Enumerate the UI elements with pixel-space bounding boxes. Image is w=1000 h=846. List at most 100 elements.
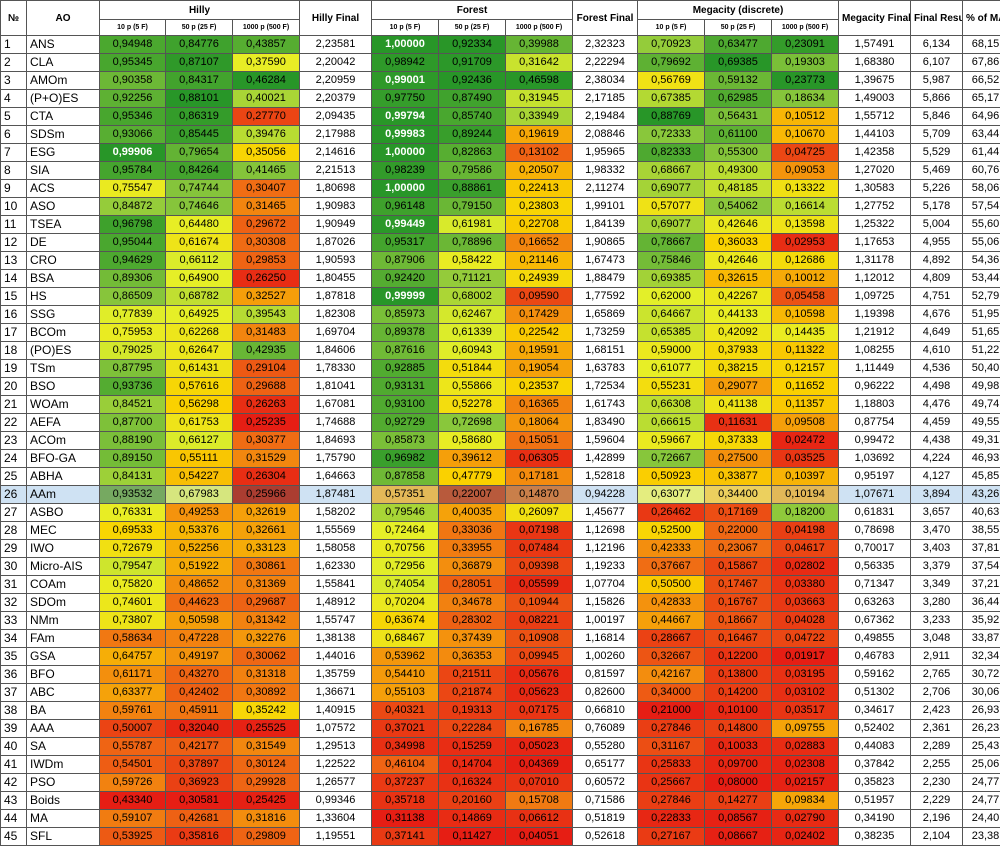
hilly-10-cell: 0,95346 (100, 108, 166, 126)
forest-final-cell: 1,19233 (573, 558, 638, 576)
algorithm-name-cell: SSG (27, 306, 100, 324)
pct-of-max-cell: 55,60 (963, 216, 1000, 234)
subheader-megacity-50: 50 p (25 F) (705, 20, 772, 36)
forest-1000-cell: 0,22542 (506, 324, 573, 342)
megacity-1000-cell: 0,12686 (772, 252, 839, 270)
hilly-50-cell: 0,51922 (166, 558, 233, 576)
megacity-1000-cell: 0,11322 (772, 342, 839, 360)
hilly-final-cell: 1,78330 (300, 360, 372, 378)
hilly-1000-cell: 0,31816 (233, 810, 300, 828)
forest-1000-cell: 0,15051 (506, 432, 573, 450)
megacity-10-cell: 0,69077 (638, 180, 705, 198)
forest-10-cell: 0,72464 (372, 522, 439, 540)
pct-of-max-cell: 61,44 (963, 144, 1000, 162)
hilly-50-cell: 0,49253 (166, 504, 233, 522)
hilly-1000-cell: 0,42935 (233, 342, 300, 360)
megacity-1000-cell: 0,05458 (772, 288, 839, 306)
megacity-10-cell: 0,82333 (638, 144, 705, 162)
pct-of-max-cell: 66,52 (963, 72, 1000, 90)
forest-50-cell: 0,15259 (439, 738, 506, 756)
hilly-1000-cell: 0,43857 (233, 36, 300, 54)
algorithm-name-cell: COAm (27, 576, 100, 594)
hilly-50-cell: 0,43270 (166, 666, 233, 684)
pct-of-max-cell: 51,22 (963, 342, 1000, 360)
algorithm-name-cell: MEC (27, 522, 100, 540)
forest-50-cell: 0,61339 (439, 324, 506, 342)
forest-1000-cell: 0,05623 (506, 684, 573, 702)
hilly-final-cell: 1,55747 (300, 612, 372, 630)
forest-50-cell: 0,37439 (439, 630, 506, 648)
forest-50-cell: 0,20160 (439, 792, 506, 810)
megacity-10-cell: 0,66615 (638, 414, 705, 432)
pct-of-max-cell: 45,85 (963, 468, 1000, 486)
pct-of-max-cell: 24,77 (963, 774, 1000, 792)
megacity-50-cell: 0,63477 (705, 36, 772, 54)
header-hilly: Hilly (100, 1, 300, 20)
final-result-cell: 4,649 (911, 324, 963, 342)
final-result-cell: 4,459 (911, 414, 963, 432)
header-megacity-final: Megacity Final (839, 1, 911, 36)
megacity-1000-cell: 0,02953 (772, 234, 839, 252)
algorithm-name-cell: SDSm (27, 126, 100, 144)
subheader-hilly-1000: 1000 p (500 F) (233, 20, 300, 36)
hilly-10-cell: 0,63377 (100, 684, 166, 702)
forest-50-cell: 0,55866 (439, 378, 506, 396)
megacity-final-cell: 0,59162 (839, 666, 911, 684)
hilly-1000-cell: 0,32661 (233, 522, 300, 540)
algorithm-name-cell: ABC (27, 684, 100, 702)
forest-final-cell: 1,59604 (573, 432, 638, 450)
hilly-10-cell: 0,79025 (100, 342, 166, 360)
row-number-cell: 37 (1, 684, 27, 702)
forest-50-cell: 0,22284 (439, 720, 506, 738)
pct-of-max-cell: 33,87 (963, 630, 1000, 648)
megacity-1000-cell: 0,11357 (772, 396, 839, 414)
row-number-cell: 35 (1, 648, 27, 666)
hilly-50-cell: 0,56298 (166, 396, 233, 414)
forest-10-cell: 0,95317 (372, 234, 439, 252)
final-result-cell: 2,230 (911, 774, 963, 792)
hilly-final-cell: 1,64663 (300, 468, 372, 486)
forest-10-cell: 0,54410 (372, 666, 439, 684)
hilly-10-cell: 0,84872 (100, 198, 166, 216)
megacity-50-cell: 0,15867 (705, 558, 772, 576)
pct-of-max-cell: 57,54 (963, 198, 1000, 216)
hilly-1000-cell: 0,26263 (233, 396, 300, 414)
hilly-10-cell: 0,95784 (100, 162, 166, 180)
megacity-10-cell: 0,37667 (638, 558, 705, 576)
megacity-1000-cell: 0,03517 (772, 702, 839, 720)
forest-10-cell: 0,93131 (372, 378, 439, 396)
hilly-10-cell: 0,58634 (100, 630, 166, 648)
forest-10-cell: 0,98239 (372, 162, 439, 180)
hilly-50-cell: 0,79654 (166, 144, 233, 162)
megacity-final-cell: 1,21912 (839, 324, 911, 342)
row-number-cell: 14 (1, 270, 27, 288)
hilly-10-cell: 0,94629 (100, 252, 166, 270)
hilly-1000-cell: 0,30377 (233, 432, 300, 450)
forest-1000-cell: 0,22413 (506, 180, 573, 198)
megacity-50-cell: 0,42646 (705, 216, 772, 234)
subheader-hilly-10: 10 p (5 F) (100, 20, 166, 36)
forest-10-cell: 0,55103 (372, 684, 439, 702)
megacity-1000-cell: 0,09755 (772, 720, 839, 738)
hilly-50-cell: 0,67983 (166, 486, 233, 504)
pct-of-max-cell: 37,21 (963, 576, 1000, 594)
forest-50-cell: 0,52278 (439, 396, 506, 414)
hilly-10-cell: 0,90358 (100, 72, 166, 90)
pct-of-max-cell: 60,76 (963, 162, 1000, 180)
forest-50-cell: 0,68002 (439, 288, 506, 306)
hilly-50-cell: 0,61431 (166, 360, 233, 378)
megacity-final-cell: 1,18803 (839, 396, 911, 414)
subheader-forest-1000: 1000 p (500 F) (506, 20, 573, 36)
forest-10-cell: 0,70756 (372, 540, 439, 558)
megacity-10-cell: 0,59667 (638, 432, 705, 450)
forest-50-cell: 0,91709 (439, 54, 506, 72)
forest-10-cell: 0,87616 (372, 342, 439, 360)
row-number-cell: 15 (1, 288, 27, 306)
